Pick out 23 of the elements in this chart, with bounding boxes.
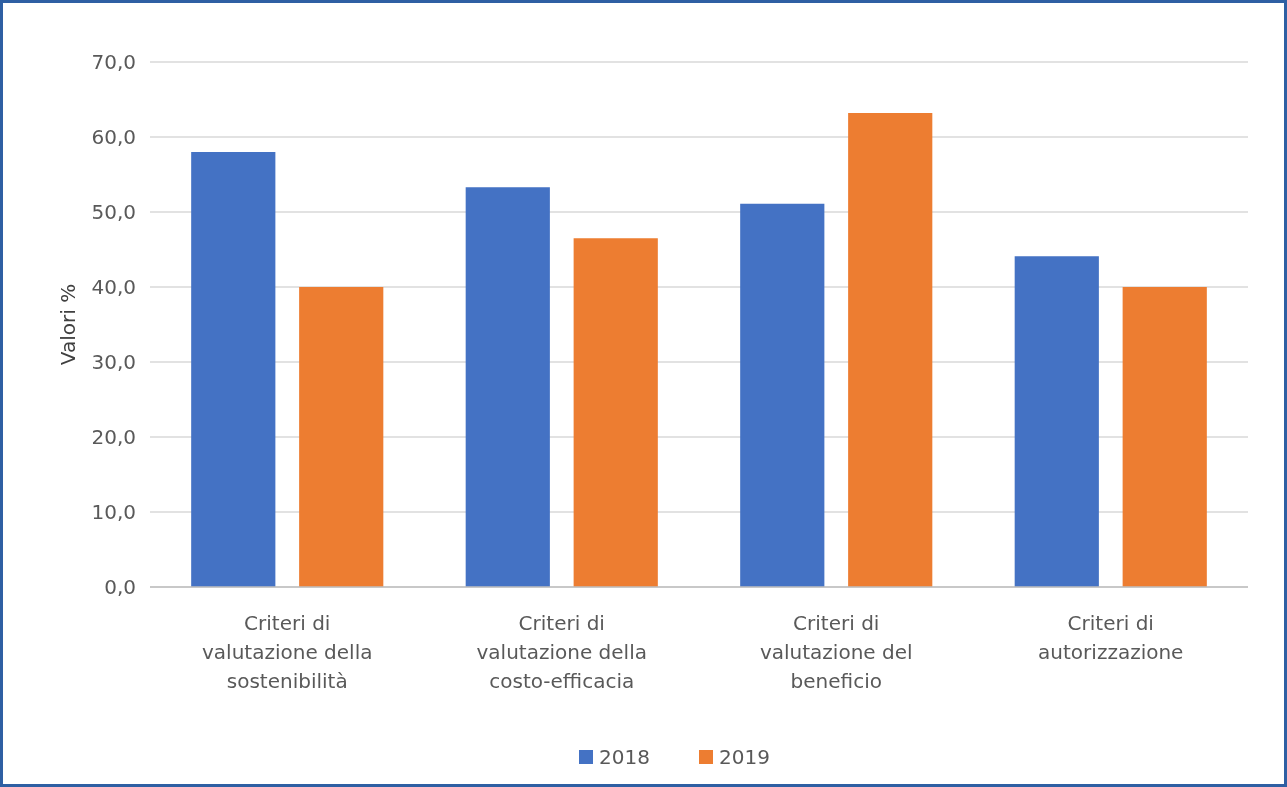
y-tick-label: 30,0: [91, 350, 136, 374]
legend-label: 2018: [599, 745, 650, 769]
bar: [1122, 287, 1207, 587]
y-tick-label: 60,0: [91, 125, 136, 149]
bar: [465, 187, 550, 587]
y-axis-title: Valori %: [56, 283, 80, 366]
y-tick-label: 40,0: [91, 275, 136, 299]
legend-label: 2019: [719, 745, 770, 769]
bar: [848, 113, 933, 587]
y-tick-label: 20,0: [91, 425, 136, 449]
y-tick-label: 0,0: [104, 575, 136, 599]
y-tick-label: 50,0: [91, 200, 136, 224]
x-tick-label: Criteri di valutazione della sostenibilità: [202, 611, 373, 693]
y-tick-label: 70,0: [91, 50, 136, 74]
bar: [191, 152, 276, 587]
y-tick-label: 10,0: [91, 500, 136, 524]
bar: [740, 203, 825, 587]
x-tick-label: Criteri di valutazione del beneficio: [759, 611, 913, 693]
bar: [1014, 256, 1099, 587]
x-tick-label: Criteri di valutazione della costo-efficacia: [476, 611, 647, 693]
x-tick-label: Criteri di autorizzazione: [1038, 611, 1184, 664]
bar: [573, 238, 658, 587]
bar: [299, 287, 384, 587]
